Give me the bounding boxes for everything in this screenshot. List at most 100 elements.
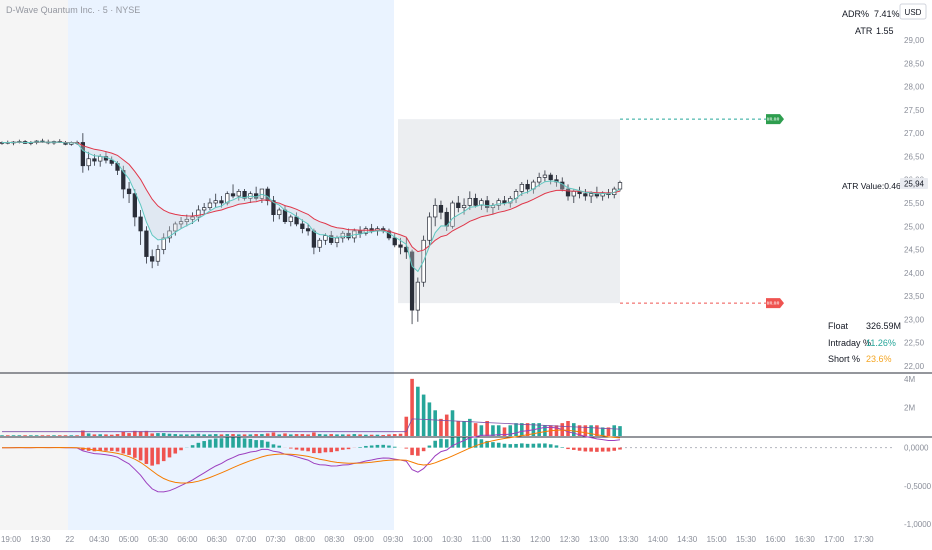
macd-histogram-bar: [572, 447, 576, 450]
macd-histogram-bar: [213, 438, 218, 448]
axes: 29,0028,5028,0027,5027,0026,5026,0025,50…: [1, 36, 932, 544]
macd-histogram-bar: [196, 442, 201, 448]
macd-histogram-bar: [468, 437, 472, 448]
candle-body: [282, 209, 288, 222]
price-tick-label: 25,50: [904, 199, 925, 208]
price-tick-label: 27,50: [904, 106, 925, 115]
candle-body: [334, 237, 340, 243]
volume-bar: [358, 434, 362, 436]
time-tick-label: 10:30: [442, 535, 463, 544]
macd-histogram-bar: [364, 445, 368, 448]
volume-bar: [185, 434, 189, 436]
macd-histogram-bar: [329, 447, 334, 453]
time-tick-label: 12:00: [530, 535, 551, 544]
currency-button[interactable]: USD: [899, 3, 927, 20]
price-tick-label: 25,00: [904, 222, 925, 231]
volume-bar: [595, 425, 599, 436]
volume-bar: [416, 386, 420, 436]
price-tick-label: 24,00: [904, 269, 925, 278]
lower-target-tag: [766, 298, 784, 309]
upper-target-tag-text: ##.##: [767, 117, 780, 123]
price-tick-label: 26,50: [904, 152, 925, 161]
candle-body: [340, 232, 345, 239]
currency-button-frame[interactable]: [899, 3, 927, 20]
time-tick-label: 10:00: [413, 535, 434, 544]
macd-histogram-bar: [265, 441, 270, 448]
macd-histogram-bar: [294, 447, 299, 450]
chart-title: D-Wave Quantum Inc. · 5 · NYSE: [6, 5, 140, 15]
time-tick-label: 08:00: [295, 535, 316, 544]
macd-histogram-bar: [473, 438, 478, 448]
volume-bar: [485, 421, 489, 436]
time-tick-label: 15:00: [707, 535, 728, 544]
signal-line: [2, 429, 621, 484]
volume-bar: [473, 423, 478, 436]
volume-bar: [0, 435, 4, 436]
candle-body: [219, 200, 224, 204]
candle-body: [461, 204, 467, 209]
target-box: [398, 119, 620, 304]
volume-ma-line: [2, 418, 621, 433]
volume-bar: [335, 434, 339, 436]
volume-bar: [375, 434, 380, 436]
session-backgrounds: [0, 0, 394, 530]
candle-body: [230, 193, 236, 197]
candle-body: [346, 232, 351, 239]
macd-histogram-bar: [340, 447, 345, 450]
volume-tick-label: 2M: [904, 403, 915, 412]
volume-bar: [17, 435, 22, 436]
volume-bar: [450, 410, 455, 436]
macd-histogram-bar: [543, 443, 547, 448]
ema-fast-line: [1, 141, 621, 273]
macd-histogram-bar: [369, 445, 374, 448]
volume-bar: [618, 426, 622, 436]
volume-bar: [352, 434, 357, 436]
candle-body: [126, 188, 132, 195]
macd-histogram-bar: [595, 447, 599, 452]
macd-histogram-bar: [144, 447, 149, 464]
time-tick-label: 19:00: [1, 535, 22, 544]
volume-bar: [537, 423, 541, 436]
upper-target-tag: [766, 114, 784, 125]
candle-body: [98, 156, 103, 162]
candle-body: [184, 218, 189, 222]
currency-label[interactable]: USD: [905, 8, 922, 17]
atr-value-label: ATR Value:0.46: [842, 181, 901, 191]
macd-histogram-bar: [242, 438, 247, 448]
volume-bar: [202, 434, 206, 436]
candle-body: [317, 239, 322, 248]
candle-body: [329, 235, 334, 243]
candle-body: [305, 228, 311, 232]
candle-body: [138, 216, 143, 232]
price-tick-label: 23,50: [904, 292, 925, 301]
macd-tick-label: 0,0000: [904, 444, 929, 453]
volume-bar: [583, 425, 588, 436]
candle-body: [473, 197, 478, 206]
candle-body: [225, 193, 230, 204]
candle-body: [92, 158, 97, 162]
price-tick-label: 22,50: [904, 339, 925, 348]
macd-histogram-bar: [98, 447, 102, 451]
volume-bar: [260, 434, 264, 436]
volume-bar: [115, 434, 120, 436]
volume-bar: [525, 423, 530, 436]
volume-bar: [29, 435, 33, 436]
macd-line: [2, 426, 621, 493]
candle-body: [502, 200, 507, 204]
candle-body: [144, 230, 149, 257]
time-tick-label: 09:00: [354, 535, 375, 544]
macd-histogram-bar: [520, 443, 524, 448]
volume-bar: [277, 434, 282, 436]
volume-bar: [271, 432, 276, 436]
candle-body: [565, 188, 571, 197]
candle-body: [588, 193, 594, 197]
candle-body: [617, 182, 623, 190]
price-tick-label: 23,00: [904, 315, 925, 324]
volume-bar: [237, 434, 241, 436]
macd-histogram-bar: [508, 444, 513, 448]
candle-body: [357, 230, 363, 234]
volume-bar: [179, 434, 183, 436]
float-label: Float: [828, 321, 849, 331]
short-value: 23.6%: [866, 354, 892, 364]
